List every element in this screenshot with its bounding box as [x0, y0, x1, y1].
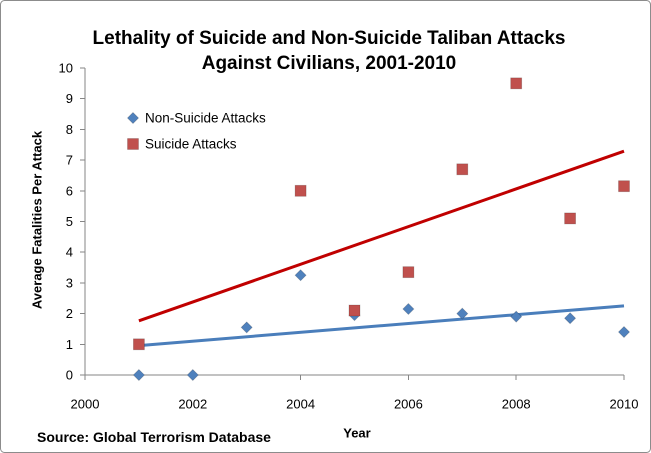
legend-item-suicide: Suicide Attacks: [127, 137, 237, 152]
y-tick-label: 6: [66, 183, 73, 198]
legend-item-non-suicide: Non-Suicide Attacks: [126, 111, 266, 126]
y-tick-label: 7: [66, 153, 73, 168]
x-tick-label: 2002: [178, 397, 207, 412]
x-tick-label: 2004: [286, 397, 315, 412]
point-suicide-attacks: [294, 184, 307, 197]
legend-label: Non-Suicide Attacks: [145, 111, 266, 126]
point-non-suicide-attacks: [456, 307, 469, 320]
y-tick-label: 2: [66, 306, 73, 321]
point-non-suicide-attacks: [186, 368, 199, 382]
point-non-suicide-attacks: [240, 321, 253, 334]
x-axis-title: Year: [343, 426, 370, 441]
y-tick-label: 0: [66, 368, 73, 383]
y-axis-title: Average Fatalities Per Attack: [30, 130, 45, 309]
point-non-suicide-attacks: [617, 325, 631, 339]
trendlines: [138, 149, 625, 348]
point-suicide-attacks: [348, 304, 361, 317]
point-non-suicide-attacks: [294, 269, 307, 282]
point-suicide-attacks: [132, 338, 145, 351]
y-tick-label: 10: [59, 61, 73, 76]
trendline-suicide-attacks: [138, 149, 625, 323]
trendline-non-suicide-attacks: [138, 304, 625, 348]
point-non-suicide-attacks: [132, 368, 145, 382]
x-tick-label: 2008: [502, 397, 531, 412]
diamond-marker-icon: [126, 111, 140, 125]
y-tick-label: 5: [66, 214, 73, 229]
y-tick-label: 9: [66, 91, 73, 106]
x-tick-label: 2006: [394, 397, 423, 412]
y-tick-label: 1: [66, 337, 73, 352]
legend-label: Suicide Attacks: [145, 137, 237, 152]
axes: 0 1 2 3 4 5 6 7 8 9 10 2000 2002 2004 2006 2008 2010: [59, 61, 639, 412]
data-points: [132, 77, 631, 382]
x-tick-label: 2010: [610, 397, 639, 412]
square-marker-icon: [127, 138, 139, 150]
point-non-suicide-attacks: [510, 310, 523, 323]
y-tick-label: 4: [66, 245, 73, 260]
legend: Non-Suicide Attacks Suicide Attacks: [126, 111, 266, 152]
source-note: Source: Global Terrorism Database: [37, 429, 271, 445]
point-suicide-attacks: [402, 266, 415, 279]
point-non-suicide-attacks: [564, 312, 577, 325]
point-suicide-attacks: [564, 212, 576, 225]
y-tick-label: 3: [66, 275, 73, 290]
point-suicide-attacks: [510, 77, 523, 90]
y-tick-label: 8: [66, 122, 73, 137]
point-suicide-attacks: [618, 180, 630, 193]
x-tick-label: 2000: [71, 397, 100, 412]
point-suicide-attacks: [456, 163, 469, 176]
chart-title: Lethality of Suicide and Non-Suicide Tal…: [92, 28, 566, 74]
point-non-suicide-attacks: [402, 302, 415, 316]
